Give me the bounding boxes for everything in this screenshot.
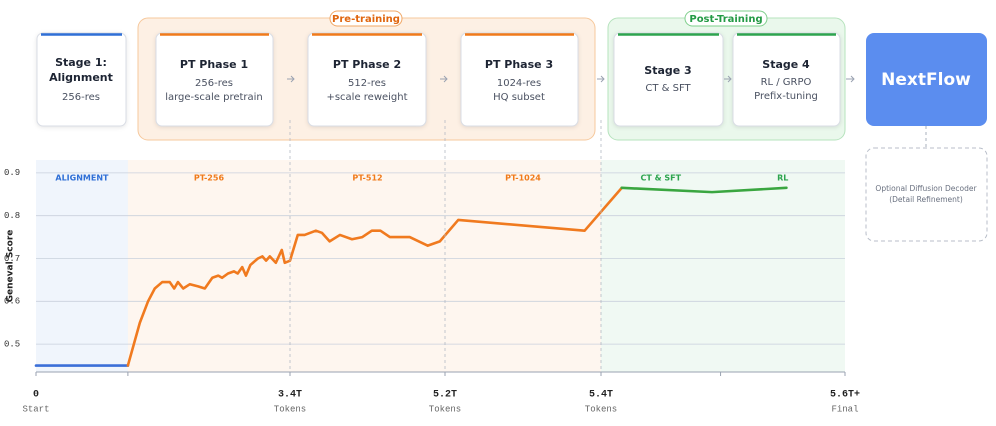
- x-tick-sublabel: Start: [22, 404, 49, 414]
- group-pill: [684, 10, 768, 27]
- arrows: [287, 75, 855, 83]
- stage-detail: +scale reweight: [326, 92, 407, 103]
- stage-box: [155, 32, 274, 127]
- stage-detail: 1024-res: [497, 78, 541, 89]
- y-tick-label: 0.9: [4, 168, 20, 178]
- x-tick-label: 5.4T: [589, 390, 613, 401]
- region-label: PT-256: [194, 174, 225, 183]
- region-label: ALIGNMENT: [55, 174, 109, 183]
- stage-detail: 512-res: [348, 78, 386, 89]
- stage-detail: 256-res: [195, 78, 233, 89]
- stage-detail: CT & SFT: [645, 83, 691, 94]
- stage-title: Stage 4: [762, 58, 810, 71]
- x-tick-label: 5.2T: [433, 390, 457, 401]
- x-tick-label: 0: [33, 390, 39, 401]
- stage-title: PT Phase 3: [485, 58, 553, 71]
- optional-box: [865, 147, 988, 242]
- score-line: [620, 186, 788, 194]
- optional-label: Optional Diffusion Decoder: [875, 184, 977, 193]
- stage-box: [613, 32, 724, 127]
- y-axis-title: Geneval Score: [6, 230, 16, 303]
- region-band: [36, 160, 128, 372]
- stage-detail: HQ subset: [493, 92, 545, 103]
- stage-title: PT Phase 2: [333, 58, 401, 71]
- stage-detail: Prefix-tuning: [754, 91, 818, 102]
- region-band: [720, 160, 845, 372]
- stage-title: Alignment: [49, 71, 113, 84]
- output-label: NextFlow: [881, 70, 971, 90]
- region-label: CT & SFT: [640, 174, 681, 183]
- region-band: [127, 160, 290, 372]
- group-label: Post-Training: [689, 14, 762, 25]
- y-tick-label: 0.6: [4, 297, 20, 307]
- stage-box: [36, 32, 127, 127]
- output-box: [866, 33, 987, 126]
- group-pill: [329, 10, 403, 27]
- x-tick-sublabel: Final: [831, 404, 858, 414]
- region-band: [445, 160, 601, 372]
- region-label: RL: [777, 174, 788, 183]
- optional-label: (Detail Refinement): [889, 195, 963, 204]
- pipeline: Pre-training Post-Training Stage 1: Alig…: [36, 10, 988, 242]
- chart: Geneval Score ALIGNMENT PT-256 PT-512 PT-10…: [4, 160, 860, 414]
- y-tick-label: 0.5: [4, 340, 20, 350]
- stage-box: [307, 32, 427, 127]
- score-line: [126, 186, 624, 367]
- x-tick-sublabel: Tokens: [429, 404, 461, 414]
- stage-detail: large-scale pretrain: [165, 92, 263, 103]
- x-tick-sublabel: Tokens: [585, 404, 617, 414]
- region-band: [601, 160, 721, 372]
- stage-detail: RL / GRPO: [761, 77, 812, 88]
- stage-box: [460, 32, 579, 127]
- stage-title: Stage 1:: [55, 56, 107, 69]
- y-tick-label: 0.8: [4, 211, 20, 221]
- region-label: PT-1024: [505, 174, 541, 183]
- x-tick-label: 5.6T+: [830, 390, 860, 401]
- x-tick-label: 3.4T: [278, 390, 302, 401]
- stage-title: Stage 3: [644, 64, 691, 77]
- stage-detail: 256-res: [62, 92, 100, 103]
- region-label: PT-512: [352, 174, 382, 183]
- region-band: [290, 160, 445, 372]
- y-tick-label: 0.7: [4, 254, 20, 264]
- stage-title: PT Phase 1: [180, 58, 248, 71]
- group-label: Pre-training: [332, 14, 400, 25]
- stage-box: [732, 32, 841, 127]
- x-tick-sublabel: Tokens: [274, 404, 306, 414]
